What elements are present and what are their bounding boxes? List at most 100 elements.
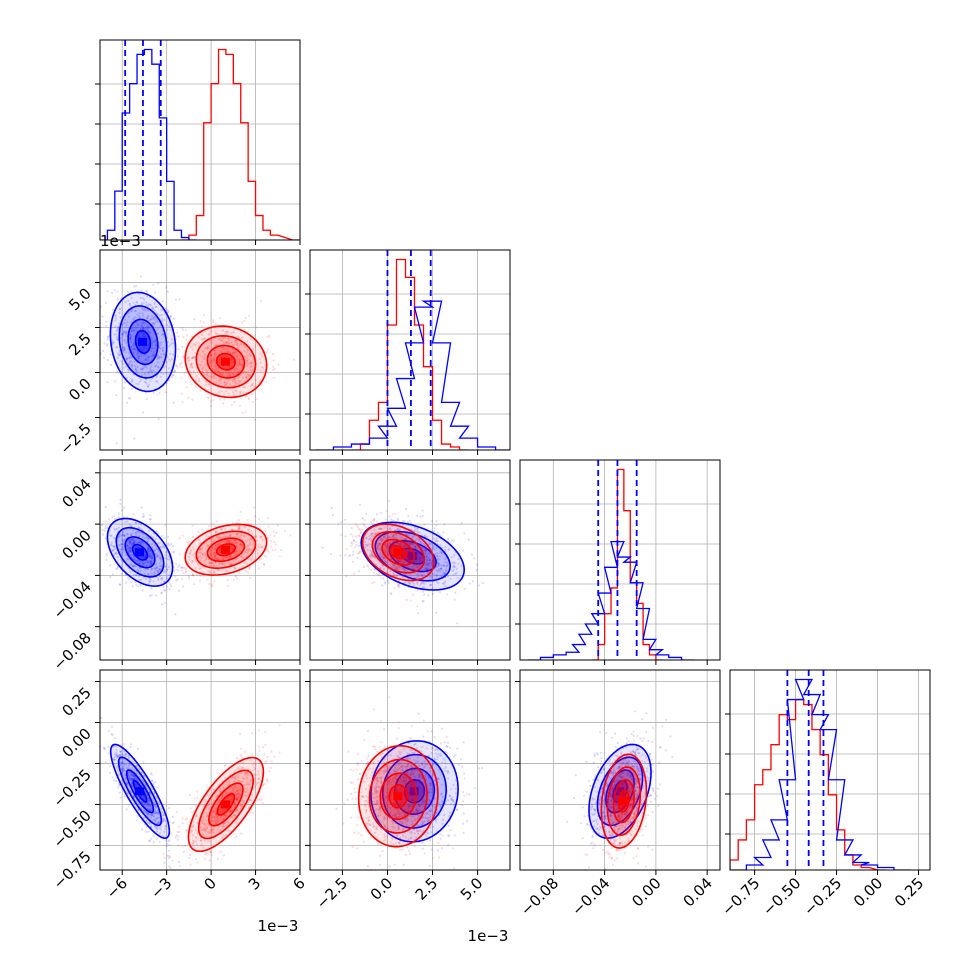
- scatter-point: [248, 541, 251, 544]
- scatter-point: [165, 286, 168, 289]
- scatter-point: [130, 297, 133, 300]
- scatter-point: [430, 541, 434, 544]
- scatter-point: [223, 347, 226, 350]
- scatter-point: [150, 556, 153, 559]
- scatter-point: [236, 342, 239, 345]
- scatter-point: [144, 553, 147, 556]
- scatter-point: [129, 337, 132, 340]
- scatter-point: [219, 528, 222, 531]
- scatter-point: [293, 358, 296, 361]
- scatter-point: [148, 555, 151, 559]
- scatter-point: [150, 355, 153, 358]
- scatter-point: [190, 383, 193, 386]
- scatter-point: [152, 840, 155, 844]
- scatter-point: [142, 335, 146, 338]
- scatter-point: [136, 365, 139, 369]
- scatter-point: [192, 356, 195, 359]
- scatter-point: [210, 554, 213, 557]
- scatter-point: [223, 398, 226, 401]
- scatter-point: [141, 535, 144, 538]
- scatter-point: [167, 581, 170, 584]
- scatter-point: [225, 562, 228, 565]
- scatter-point: [182, 585, 185, 588]
- scatter-point: [134, 310, 137, 313]
- scatter-point: [215, 531, 218, 534]
- scatter-point: [166, 371, 169, 375]
- scatter-point: [128, 549, 131, 552]
- scatter-point: [148, 332, 151, 335]
- scatter-point: [228, 374, 232, 378]
- scatter-point: [216, 857, 219, 861]
- panel-1-2: [321, 500, 484, 625]
- scatter-point: [128, 356, 131, 359]
- scatter-point: [140, 374, 144, 377]
- scatter-point: [435, 577, 438, 580]
- scatter-point: [266, 755, 269, 759]
- scatter-point: [116, 337, 119, 340]
- scatter-point: [202, 321, 205, 324]
- density-peak: [393, 548, 403, 557]
- scatter-point: [150, 555, 153, 558]
- scatter-point: [252, 543, 255, 546]
- scatter-point: [191, 348, 194, 351]
- scatter-point: [129, 335, 132, 338]
- scatter-point: [166, 535, 170, 538]
- scatter-point: [249, 549, 253, 552]
- scatter-point: [256, 549, 259, 552]
- scatter-point: [213, 368, 216, 371]
- scatter-point: [249, 352, 252, 355]
- scatter-point: [173, 335, 176, 338]
- scatter-point: [232, 373, 235, 376]
- scatter-point: [117, 516, 120, 519]
- scatter-point: [126, 533, 129, 536]
- scatter-point: [208, 562, 211, 565]
- scatter-point: [163, 537, 166, 540]
- scatter-point: [105, 558, 108, 561]
- scatter-point: [249, 360, 252, 363]
- scatter-point: [122, 349, 125, 352]
- scatter-point: [120, 572, 123, 576]
- scatter-point: [181, 326, 184, 330]
- scatter-point: [214, 330, 217, 333]
- scatter-point: [423, 535, 426, 538]
- scatter-point: [114, 551, 117, 554]
- scatter-point: [160, 591, 163, 594]
- scatter-point: [213, 547, 216, 550]
- scatter-point: [236, 376, 239, 379]
- scatter-point: [433, 527, 436, 530]
- scatter-point: [115, 338, 118, 341]
- scatter-point: [280, 549, 283, 552]
- scatter-point: [236, 365, 239, 368]
- scatter-point: [238, 383, 241, 386]
- scatter-point: [121, 533, 124, 537]
- scatter-point: [169, 352, 172, 356]
- scatter-point: [234, 340, 237, 343]
- scatter-point: [235, 541, 238, 545]
- scatter-point: [233, 539, 236, 542]
- scatter-point: [142, 345, 145, 348]
- scatter-point: [227, 372, 230, 375]
- scatter-point: [152, 834, 156, 837]
- scatter-point: [147, 371, 150, 374]
- scatter-point: [158, 356, 161, 359]
- scatter-point: [240, 321, 243, 324]
- scatter-point: [152, 580, 155, 583]
- scatter-point: [136, 313, 139, 316]
- scatter-point: [148, 564, 151, 567]
- scatter-point: [467, 538, 470, 541]
- scatter-point: [230, 352, 233, 355]
- scatter-point: [147, 314, 150, 317]
- scatter-point: [150, 554, 153, 558]
- scatter-point: [156, 365, 159, 368]
- scatter-point: [111, 308, 114, 311]
- scatter-point: [350, 533, 353, 536]
- scatter-point: [132, 539, 136, 542]
- scatter-point: [258, 729, 261, 732]
- scatter-point: [240, 358, 243, 361]
- scatter-point: [122, 330, 126, 333]
- scatter-point: [214, 571, 217, 574]
- scatter-point: [145, 397, 148, 401]
- scatter-point: [121, 346, 124, 349]
- scatter-point: [137, 314, 140, 317]
- scatter-point: [118, 349, 121, 353]
